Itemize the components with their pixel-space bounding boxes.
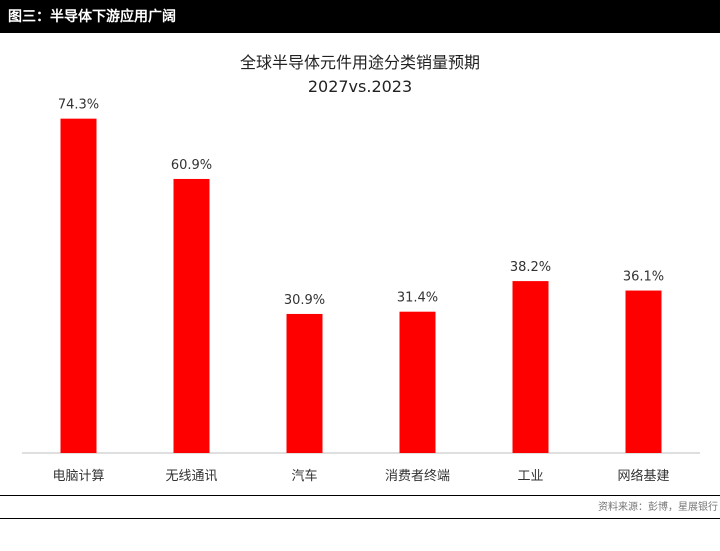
data-label-5: 36.1% <box>623 270 664 285</box>
bar-5 <box>625 290 662 453</box>
x-tick-label-4: 工业 <box>517 469 543 484</box>
chart-container: 全球半导体元件用途分类销量预期 2027vs.2023 74.3% 电脑计算 60.… <box>0 33 720 503</box>
data-label-0: 74.3% <box>58 98 99 113</box>
divider-line <box>0 495 720 496</box>
data-label-3: 31.4% <box>397 291 438 306</box>
data-label-1: 60.9% <box>171 158 212 173</box>
data-label-4: 38.2% <box>510 260 551 275</box>
chart-title: 全球半导体元件用途分类销量预期 <box>239 53 480 72</box>
bar-0 <box>60 118 97 454</box>
bottom-border-line <box>0 518 720 519</box>
bar-1 <box>173 178 210 453</box>
bar-3 <box>399 311 436 453</box>
x-tick-label-1: 无线通讯 <box>165 469 217 484</box>
bar-chart: 74.3% 电脑计算 60.9% 无线通讯 30.9% 汽车 31.4% 消费者终端 38.2%… <box>22 98 700 484</box>
chart-subtitle: 2027vs.2023 <box>307 77 413 96</box>
bar-4 <box>512 281 549 453</box>
source-note: 资料来源：彭博，星展银行 <box>598 502 718 513</box>
figure-caption: 图三：半导体下游应用广阔 <box>8 9 176 25</box>
x-tick-label-0: 电脑计算 <box>52 469 104 484</box>
header-bar: 图三：半导体下游应用广阔 <box>0 0 720 33</box>
x-tick-label-3: 消费者终端 <box>385 468 450 484</box>
bar-2 <box>286 313 323 453</box>
x-tick-label-5: 网络基建 <box>617 468 669 484</box>
x-tick-label-2: 汽车 <box>291 468 317 484</box>
data-label-2: 30.9% <box>284 293 325 308</box>
